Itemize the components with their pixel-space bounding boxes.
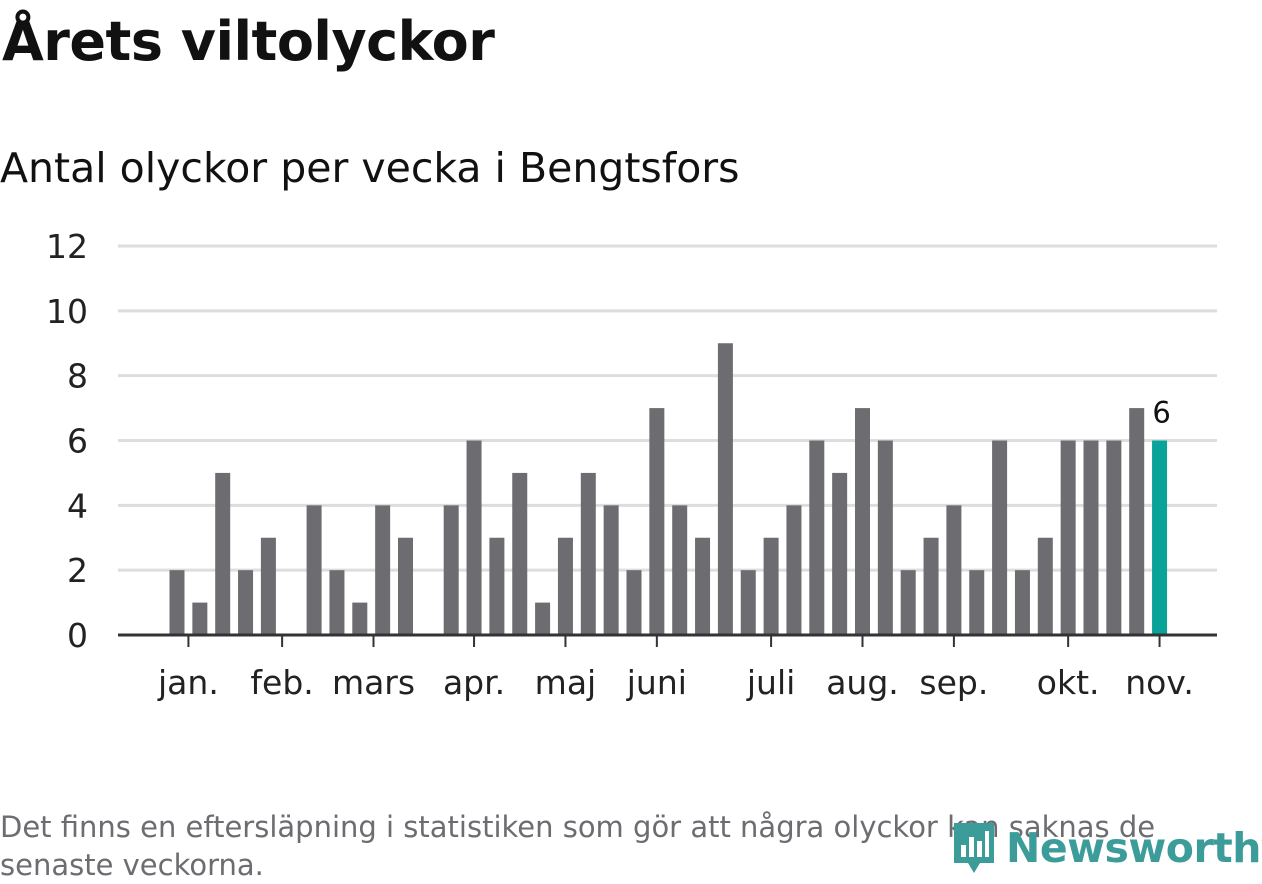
x-tick-label: sep.	[919, 663, 988, 702]
y-tick-label: 6	[67, 422, 88, 461]
y-tick-label: 8	[67, 357, 88, 396]
bar-highlight	[1152, 440, 1168, 635]
bar	[809, 440, 825, 635]
x-tick-label: feb.	[250, 663, 313, 702]
bar-chart-bubble-icon	[954, 823, 994, 873]
bar	[672, 505, 688, 635]
y-axis-ticks: 0 2 4 6 8 10 12	[46, 227, 88, 655]
bar	[375, 505, 391, 635]
highlight-value-label: 6	[1152, 396, 1170, 430]
y-tick-label: 2	[67, 551, 88, 590]
y-tick-label: 0	[67, 616, 88, 655]
x-tick-label: jan.	[157, 663, 219, 702]
bar	[855, 408, 870, 635]
bar	[535, 602, 551, 635]
bar	[877, 440, 893, 635]
bar	[466, 440, 482, 635]
bar	[946, 505, 962, 635]
y-tick-label: 4	[67, 486, 88, 525]
bar	[260, 537, 276, 635]
bar	[512, 472, 528, 635]
bar	[398, 537, 413, 635]
x-tick-label: apr.	[443, 663, 505, 702]
bars	[169, 343, 1168, 635]
grid-lines	[118, 244, 1217, 572]
bar	[329, 570, 345, 635]
bar-chart: 0 2 4 6 8 10 12 jan. feb. mars apr. maj juni juli aug…	[46, 227, 1217, 702]
bar	[215, 472, 231, 635]
x-tick-label: mars	[332, 663, 415, 702]
bar	[900, 570, 916, 635]
bar	[832, 472, 848, 635]
chart-subtitle: Antal olyckor per vecka i Bengtsfors	[0, 144, 740, 192]
bar	[786, 505, 802, 635]
bar	[649, 408, 665, 635]
bar	[1014, 570, 1030, 635]
bar	[557, 537, 573, 635]
bar	[763, 537, 779, 635]
bar	[1060, 440, 1076, 635]
bar	[626, 570, 642, 635]
y-tick-label: 10	[46, 292, 88, 331]
bar	[352, 602, 368, 635]
bar	[443, 505, 459, 635]
bar	[1083, 440, 1099, 635]
bar	[169, 570, 185, 635]
bar	[603, 505, 619, 635]
bar	[580, 472, 596, 635]
x-tick-label: juli	[746, 663, 795, 702]
bar	[969, 570, 985, 635]
bar	[717, 343, 733, 635]
x-tick-label: aug.	[826, 663, 899, 702]
bar	[695, 537, 711, 635]
bar	[992, 440, 1008, 635]
bar	[238, 570, 254, 635]
y-tick-label: 12	[46, 227, 88, 266]
x-axis-labels: jan. feb. mars apr. maj juni juli aug. sep. okt. n…	[157, 663, 1194, 702]
x-tick-label: okt.	[1037, 663, 1100, 702]
x-tick-label: juni	[626, 663, 687, 702]
bar	[192, 602, 208, 635]
bar	[1037, 537, 1053, 635]
annotations: 6	[1152, 396, 1170, 430]
bar	[740, 570, 756, 635]
x-tick-label: maj	[535, 663, 597, 702]
bar	[489, 537, 505, 635]
chart-title: Årets viltolyckor	[2, 10, 495, 73]
bar	[306, 505, 322, 635]
x-tick-label: nov.	[1125, 663, 1194, 702]
brand-name: Newsworthy	[1006, 824, 1262, 872]
bar	[1106, 440, 1122, 635]
newsworthy-logo[interactable]: Newsworthy	[950, 820, 1262, 876]
bar	[1129, 408, 1145, 635]
x-axis	[118, 633, 1217, 647]
bar	[923, 537, 939, 635]
